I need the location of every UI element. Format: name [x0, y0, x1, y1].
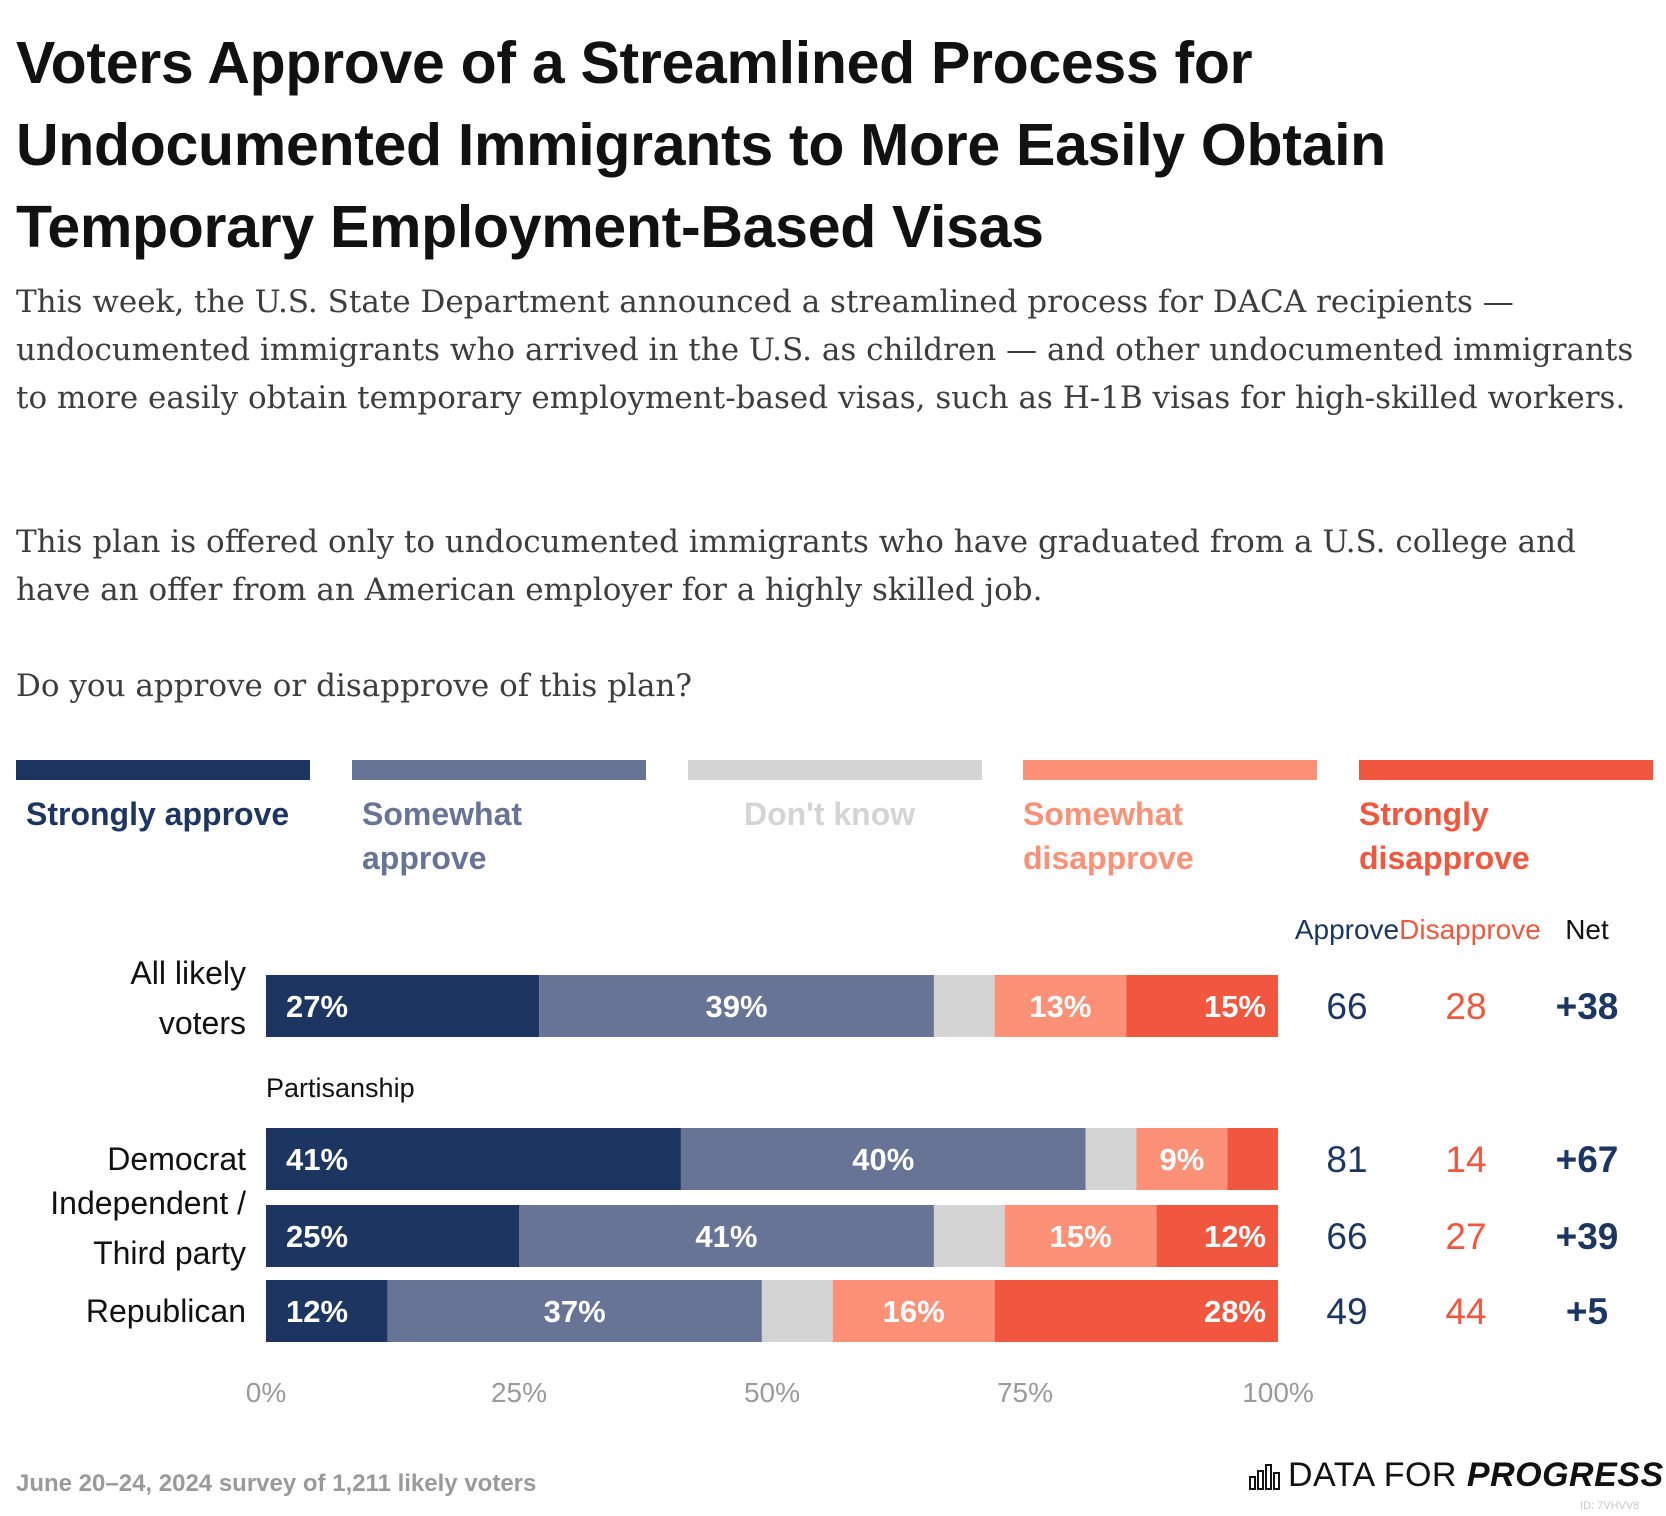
- group-label-partisanship: Partisanship: [266, 1073, 415, 1103]
- bar-value-label: 15%: [1050, 1219, 1112, 1254]
- legend-swatch: [16, 760, 310, 780]
- bar-segment: [1156, 1205, 1278, 1267]
- brand-logo: DATA FOR PROGRESS: [1248, 1456, 1664, 1495]
- legend-label: Strongly disapprove: [1359, 796, 1530, 876]
- brand-name-part1: DATA FOR: [1288, 1456, 1467, 1494]
- bar-segment: [387, 1280, 762, 1342]
- bar-segment: [994, 1280, 1278, 1342]
- chart-id: ID: 7VHVV8: [1580, 1500, 1640, 1512]
- bar-segment: [933, 1205, 1005, 1267]
- legend-item-dont-know: Don't know: [688, 760, 982, 836]
- x-tick-label: 0%: [246, 1377, 286, 1408]
- bar-value-label: 40%: [852, 1142, 914, 1177]
- bar-segment: [266, 1280, 388, 1342]
- disapprove-value: 14: [1445, 1139, 1486, 1180]
- bar-segment: [539, 975, 934, 1037]
- net-column-header: Net: [1565, 914, 1609, 945]
- bar-value-label: 37%: [544, 1294, 606, 1329]
- bar-value-label: 9%: [1159, 1142, 1204, 1177]
- legend-label: Somewhat disapprove: [1023, 796, 1194, 876]
- bar-value-label: 27%: [286, 989, 348, 1024]
- row-label: Republican: [86, 1293, 246, 1329]
- legend-item-strongly-disapprove: Strongly disapprove: [1359, 760, 1653, 880]
- bar-segment: [994, 975, 1127, 1037]
- brand-name: DATA FOR PROGRESS: [1288, 1456, 1664, 1495]
- net-value: +5: [1566, 1291, 1608, 1332]
- bar-segment: [832, 1280, 995, 1342]
- bar-value-label: 25%: [286, 1219, 348, 1254]
- approve-column-header: Approve: [1295, 914, 1399, 945]
- bar-value-label: 41%: [286, 1142, 348, 1177]
- row-label: voters: [159, 1005, 246, 1041]
- legend-item-strongly-approve: Strongly approve: [16, 760, 310, 836]
- legend-item-somewhat-approve: Somewhat approve: [352, 760, 646, 880]
- bar-segment: [266, 975, 540, 1037]
- row-label: Third party: [93, 1235, 246, 1271]
- x-tick-label: 50%: [744, 1377, 800, 1408]
- approve-value: 49: [1326, 1291, 1367, 1332]
- net-value: +39: [1556, 1216, 1619, 1257]
- bar-value-label: 28%: [1204, 1294, 1266, 1329]
- bar-segment: [1004, 1205, 1157, 1267]
- bar-value-label: 12%: [1204, 1219, 1266, 1254]
- row-label: All likely: [130, 955, 246, 991]
- disapprove-value: 44: [1445, 1291, 1486, 1332]
- legend-swatch: [1359, 760, 1653, 780]
- bar-segment: [761, 1280, 833, 1342]
- bar-value-label: 12%: [286, 1294, 348, 1329]
- bar-segment: [1136, 1128, 1228, 1190]
- description-paragraph-1: This week, the U.S. State Department ann…: [16, 284, 1634, 416]
- legend-label: Don't know: [744, 796, 916, 832]
- brand-name-part2: PROGRESS: [1466, 1456, 1664, 1494]
- bar-value-label: 15%: [1204, 989, 1266, 1024]
- bar-value-label: 39%: [706, 989, 768, 1024]
- bar-value-label: 13%: [1029, 989, 1091, 1024]
- survey-question: Do you approve or disapprove of this pla…: [16, 668, 693, 704]
- description-paragraph-2: This plan is offered only to undocumente…: [16, 524, 1576, 608]
- disapprove-value: 27: [1445, 1216, 1486, 1257]
- survey-footnote: June 20–24, 2024 survey of 1,211 likely …: [16, 1470, 537, 1497]
- bar-segment: [1227, 1128, 1278, 1190]
- bar-segment: [266, 1128, 681, 1190]
- bar-chart-icon: [1249, 1463, 1280, 1490]
- approve-value: 66: [1326, 986, 1367, 1027]
- chart-title: Voters Approve of a Streamlined Process …: [16, 30, 1386, 260]
- legend-swatch: [1023, 760, 1317, 780]
- approve-value: 81: [1326, 1139, 1367, 1180]
- bar-segment: [680, 1128, 1086, 1190]
- bar-segment: [266, 1205, 519, 1267]
- approve-value: 66: [1326, 1216, 1367, 1257]
- net-value: +67: [1556, 1139, 1619, 1180]
- x-tick-label: 75%: [997, 1377, 1053, 1408]
- legend-swatch: [688, 760, 982, 780]
- legend-item-somewhat-disapprove: Somewhat disapprove: [1023, 760, 1317, 880]
- legend-label: Somewhat approve: [362, 796, 523, 876]
- disapprove-value: 28: [1445, 986, 1486, 1027]
- bar-value-label: 41%: [695, 1219, 757, 1254]
- bar-segment: [519, 1205, 934, 1267]
- bar-segment: [933, 975, 995, 1037]
- disapprove-column-header: Disapprove: [1399, 914, 1541, 945]
- bar-segment: [1085, 1128, 1137, 1190]
- bar-value-label: 16%: [883, 1294, 945, 1329]
- x-tick-label: 100%: [1242, 1377, 1314, 1408]
- row-label: Independent /: [50, 1185, 246, 1221]
- x-tick-label: 25%: [491, 1377, 547, 1408]
- row-label: Democrat: [107, 1141, 246, 1177]
- legend-swatch: [352, 760, 646, 780]
- legend-label: Strongly approve: [26, 796, 290, 832]
- bar-segment: [1126, 975, 1278, 1037]
- net-value: +38: [1556, 986, 1619, 1027]
